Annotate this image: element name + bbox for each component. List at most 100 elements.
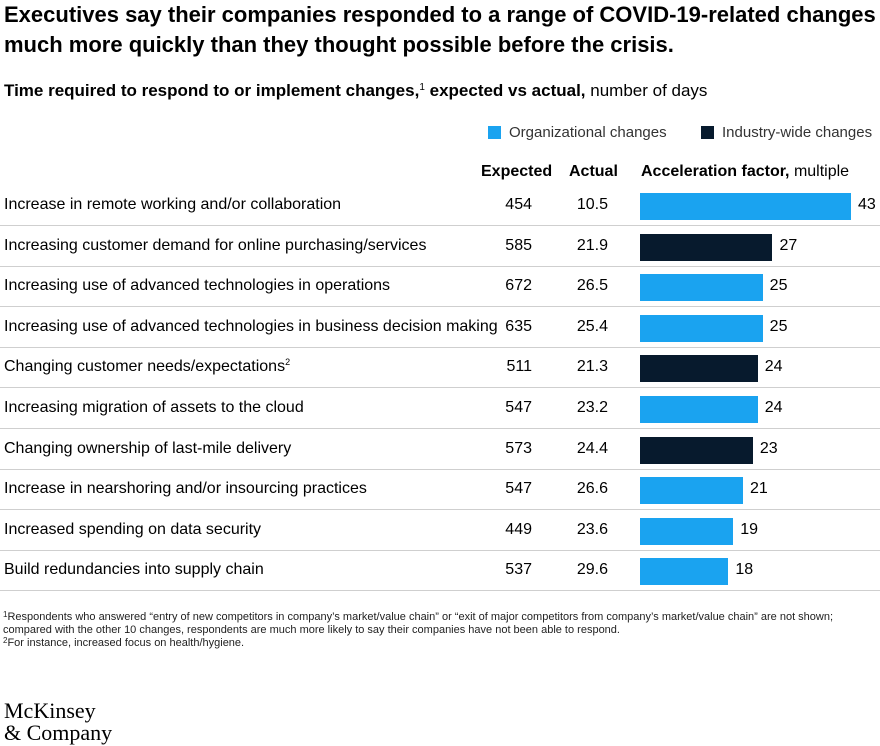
actual-days-value: 23.6	[576, 520, 608, 538]
acceleration-bar	[640, 274, 763, 302]
actual-days-value: 21.9	[576, 236, 608, 254]
table-row: Build redundancies into supply chain 537 2…	[0, 551, 880, 592]
column-header-factor: Acceleration factor, multiple	[641, 162, 849, 182]
actual-days-value: 29.6	[576, 561, 608, 579]
acceleration-bar	[640, 558, 729, 586]
logo-line-2: & Company	[4, 720, 113, 745]
expected-days-value: 454	[505, 196, 532, 213]
acceleration-value: 27	[779, 236, 798, 254]
table-row: Increasing use of advanced technologies …	[0, 267, 880, 308]
actual-days-value: 23.2	[576, 399, 608, 416]
acceleration-value: 23	[759, 439, 778, 457]
row-divider	[0, 468, 880, 470]
row-label-text: Increasing use of advanced technologies …	[4, 317, 498, 335]
expected-days-value: 573	[505, 439, 532, 457]
expected-days-value: 449	[505, 520, 532, 538]
legend-organizational-swatch	[488, 126, 501, 139]
expected-days-value: 635	[505, 317, 532, 335]
row-label: Changing customer needs/expectations2	[4, 357, 290, 377]
row-label: Build redundancies into supply chain	[4, 560, 264, 580]
legend-organizational: Organizational changes	[488, 124, 667, 141]
footnote-2-text: For instance, increased focus on health/…	[7, 637, 245, 649]
footnotes: 1Respondents who answered “entry of new …	[3, 611, 877, 650]
row-label-text: Changing ownership of last-mile delivery	[4, 439, 292, 457]
acceleration-value: 25	[769, 317, 788, 335]
row-label: Increasing use of advanced technologies …	[4, 276, 390, 296]
table-row: Increased spending on data security 449 23…	[0, 511, 880, 551]
expected-days-value: 511	[506, 358, 532, 376]
chart-title: Executives say their companies responded…	[4, 2, 876, 57]
expected-days-value: 547	[505, 480, 532, 498]
logo-line-1: McKinsey	[4, 698, 96, 723]
mckinsey-logo: McKinsey & Company	[4, 700, 112, 744]
footnote-1: 1Respondents who answered “entry of new …	[3, 611, 877, 637]
footnote-2: 2For instance, increased focus on health…	[3, 637, 877, 650]
row-label: Increasing customer demand for online pu…	[4, 236, 426, 256]
column-header-factor-light: multiple	[789, 163, 850, 180]
expected-days-value: 672	[505, 277, 532, 295]
acceleration-bar	[640, 314, 763, 342]
row-label-text: Changing customer needs/expectations	[4, 358, 286, 376]
subtitle-light: number of days	[585, 81, 708, 100]
footnote-2-marker: 2	[3, 636, 8, 645]
row-label: Increasing migration of assets to the cl…	[4, 398, 304, 418]
row-label-text: Increasing use of advanced technologies …	[4, 277, 391, 295]
row-divider	[0, 387, 880, 389]
legend-industry: Industry-wide changes	[701, 124, 872, 141]
acceleration-bar	[640, 517, 734, 545]
row-divider	[0, 590, 880, 592]
row-label: Increased spending on data security	[4, 520, 261, 540]
table-row: Changing customer needs/expectations2 511…	[0, 348, 880, 389]
row-label: Increase in nearshoring and/or insourcin…	[4, 479, 367, 499]
table-row: Increasing migration of assets to the cl…	[0, 389, 880, 429]
subtitle-bold-2: expected vs actual,	[424, 81, 586, 100]
acceleration-bar	[640, 233, 773, 261]
expected-days-value: 585	[505, 236, 532, 254]
acceleration-value: 25	[769, 277, 788, 295]
row-label-text: Increasing migration of assets to the cl…	[4, 399, 304, 416]
row-label-text: Increase in remote working and/or collab…	[4, 196, 342, 213]
legend-industry-label: Industry-wide changes	[722, 124, 873, 141]
acceleration-bar	[640, 477, 744, 505]
actual-days-value: 26.5	[576, 277, 608, 295]
actual-days-value: 25.4	[576, 317, 608, 335]
table-row: Increase in nearshoring and/or insourcin…	[0, 470, 880, 511]
row-label-text: Increase in nearshoring and/or insourcin…	[4, 480, 367, 498]
acceleration-value: 24	[764, 399, 783, 416]
row-divider	[0, 225, 880, 226]
row-divider	[0, 346, 880, 348]
row-footnote-marker: 2	[285, 357, 291, 368]
legend-industry-swatch	[701, 126, 714, 139]
row-divider	[0, 428, 880, 429]
row-divider	[0, 306, 880, 308]
acceleration-value: 24	[764, 358, 783, 376]
row-label-text: Build redundancies into supply chain	[4, 561, 264, 579]
subtitle-footnote-marker: 1	[419, 82, 425, 93]
actual-days-value: 10.5	[576, 196, 608, 213]
table-row: Increasing customer demand for online pu…	[0, 227, 880, 267]
table-row: Increasing use of advanced technologies …	[0, 308, 880, 348]
row-label: Changing ownership of last-mile delivery	[4, 439, 291, 459]
actual-days-value: 26.6	[576, 480, 608, 498]
actual-days-value: 21.3	[576, 358, 608, 376]
row-divider	[0, 265, 880, 267]
row-label-text: Increasing customer demand for online pu…	[4, 236, 427, 254]
row-label-text: Increased spending on data security	[4, 520, 262, 538]
subtitle-bold: Time required to respond to or implement…	[4, 81, 420, 100]
acceleration-bar	[640, 436, 753, 464]
column-header-factor-bold: Acceleration factor,	[641, 163, 790, 180]
acceleration-value: 43	[858, 196, 876, 213]
acceleration-bar	[640, 193, 851, 220]
footnote-1-marker: 1	[3, 610, 8, 619]
legend-organizational-label: Organizational changes	[509, 124, 667, 141]
acceleration-bar	[640, 355, 758, 383]
row-label: Increasing use of advanced technologies …	[4, 317, 498, 337]
table-row: Changing ownership of last-mile delivery…	[0, 430, 880, 470]
column-header-actual: Actual	[569, 163, 618, 180]
acceleration-value: 19	[740, 520, 759, 538]
table-row: Increase in remote working and/or collab…	[0, 186, 880, 226]
acceleration-bar	[640, 396, 758, 423]
row-divider	[0, 509, 880, 511]
expected-days-value: 547	[505, 399, 532, 416]
acceleration-value: 21	[750, 480, 768, 498]
